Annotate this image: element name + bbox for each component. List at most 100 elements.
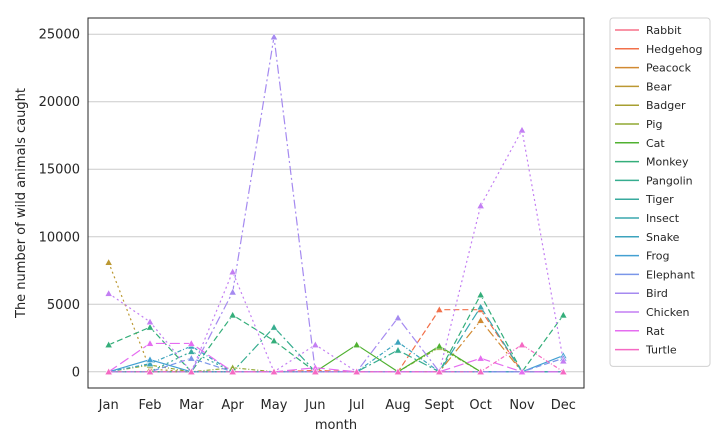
- y-tick-label: 25000: [39, 28, 80, 43]
- legend-item: Turtle: [615, 344, 677, 357]
- legend-label: Pig: [646, 118, 662, 131]
- legend-item: Pig: [615, 118, 662, 131]
- legend-label: Insect: [646, 212, 680, 225]
- data-point: [476, 290, 485, 298]
- data-point: [393, 346, 403, 354]
- data-point: [559, 310, 568, 319]
- legend-item: Monkey: [615, 156, 689, 169]
- data-point: [228, 310, 237, 319]
- y-tick-label: 20000: [39, 95, 80, 110]
- y-tick-label: 10000: [39, 230, 80, 245]
- data-point: [228, 367, 237, 375]
- data-point: [187, 367, 196, 375]
- series-layer: [104, 32, 568, 375]
- y-tick-label: 15000: [39, 163, 80, 178]
- data-point: [145, 359, 155, 367]
- y-tick-label: 5000: [47, 298, 80, 313]
- x-axis-label: month: [315, 418, 357, 433]
- data-point: [393, 313, 403, 321]
- data-point: [435, 342, 444, 350]
- y-tick-label: 0: [72, 365, 80, 380]
- series-turtle: [104, 340, 568, 375]
- legend-item: Pangolin: [615, 174, 693, 187]
- legend-item: Rat: [615, 325, 665, 338]
- data-point: [559, 356, 568, 365]
- x-tick-label: May: [261, 398, 288, 413]
- legend-item: Rabbit: [615, 24, 682, 37]
- legend-label: Bear: [646, 80, 672, 93]
- data-point: [517, 125, 527, 134]
- series-bear: [104, 258, 568, 375]
- legend-item: Bear: [615, 80, 672, 93]
- legend-label: Badger: [646, 99, 686, 112]
- data-point: [104, 258, 113, 266]
- data-point: [476, 201, 485, 209]
- data-point: [393, 337, 403, 346]
- legend-label: Rabbit: [646, 24, 682, 37]
- data-point: [145, 367, 155, 375]
- series-line: [108, 344, 564, 373]
- gridlines: [88, 33, 584, 373]
- legend-label: Bird: [646, 287, 668, 300]
- legend-label: Turtle: [645, 344, 677, 357]
- legend-label: Frog: [646, 250, 670, 263]
- legend-label: Elephant: [646, 268, 695, 281]
- legend-label: Hedgehog: [646, 43, 702, 56]
- data-point: [187, 354, 196, 362]
- data-point: [559, 367, 568, 375]
- data-point: [104, 340, 113, 348]
- x-tick-label: Apr: [221, 398, 244, 413]
- legend-item: Badger: [615, 99, 686, 112]
- data-point: [145, 355, 155, 363]
- legend-item: Snake: [615, 231, 680, 244]
- series-line: [108, 326, 564, 373]
- data-point: [352, 340, 361, 348]
- x-tick-label: Sept: [425, 398, 455, 413]
- data-point: [517, 367, 527, 375]
- legend-label: Cat: [646, 137, 665, 150]
- x-tick-label: Aug: [385, 398, 410, 413]
- data-point: [517, 340, 527, 348]
- legend-label: Snake: [646, 231, 680, 244]
- data-point: [104, 289, 113, 297]
- data-point: [269, 336, 279, 344]
- x-tick-label: Dec: [551, 398, 576, 413]
- data-point: [269, 323, 279, 331]
- data-point: [228, 288, 237, 296]
- y-axis-label: The number of wild animals caught: [14, 88, 29, 319]
- data-point: [145, 339, 155, 347]
- legend-item: Insect: [615, 212, 680, 225]
- series-bird: [104, 32, 568, 375]
- y-axis-ticks: 0 5000 10000 15000 20000 25000: [39, 28, 80, 381]
- data-point: [311, 340, 320, 348]
- legend-label: Rat: [646, 325, 665, 338]
- legend-item: Chicken: [615, 306, 690, 319]
- series-line: [108, 319, 564, 373]
- data-point: [145, 323, 155, 331]
- x-tick-label: Jun: [304, 398, 325, 413]
- data-point: [476, 316, 485, 324]
- legend-label: Chicken: [646, 306, 690, 319]
- x-tick-label: Feb: [138, 398, 161, 413]
- data-point: [145, 317, 155, 325]
- x-tick-label: Oct: [469, 398, 491, 413]
- legend-item: Frog: [615, 250, 670, 263]
- legend-label: Pangolin: [646, 174, 693, 187]
- data-point: [269, 367, 279, 375]
- data-point: [435, 367, 444, 375]
- data-point: [476, 367, 485, 375]
- legend-item: Elephant: [615, 268, 695, 281]
- plot-frame: [87, 17, 585, 389]
- legend-label: Monkey: [646, 156, 689, 169]
- data-point: [435, 305, 444, 313]
- legend-item: Cat: [615, 137, 665, 150]
- legend: Rabbit Hedgehog Peacock Bear Badger Pig Cat Mon…: [609, 17, 711, 367]
- data-point: [104, 367, 113, 375]
- data-point: [476, 302, 485, 311]
- legend-item: Tiger: [615, 193, 674, 206]
- legend-item: Peacock: [615, 62, 692, 75]
- legend-label: Tiger: [645, 193, 674, 206]
- data-point: [269, 32, 279, 41]
- data-point: [228, 267, 237, 275]
- data-point: [187, 339, 196, 347]
